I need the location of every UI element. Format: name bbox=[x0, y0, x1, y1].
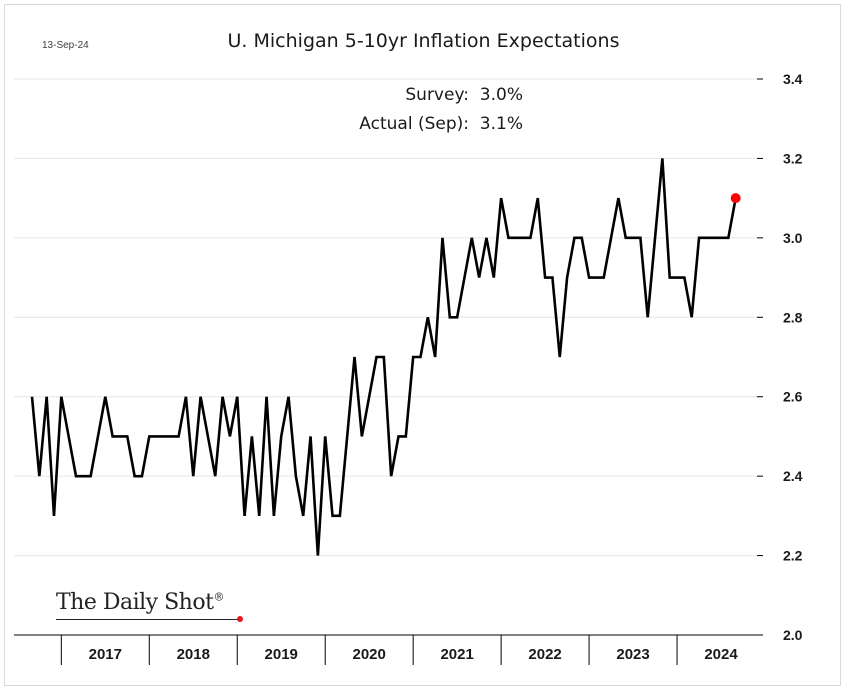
logo-underline bbox=[56, 619, 238, 620]
x-tick-label: 2021 bbox=[440, 646, 473, 663]
y-tick-label: 2.6 bbox=[783, 389, 803, 405]
x-tick-label: 2023 bbox=[616, 646, 649, 663]
survey-annotation: Survey: 3.0% bbox=[405, 85, 523, 105]
y-tick-label: 3.2 bbox=[783, 150, 803, 166]
y-tick-label: 2.2 bbox=[783, 548, 803, 564]
chart-title-text: U. Michigan 5-10yr Inflation Expectation… bbox=[227, 30, 620, 52]
y-tick-label: 2.4 bbox=[783, 468, 803, 484]
series-layer bbox=[30, 158, 741, 556]
x-tick-label: 2024 bbox=[704, 646, 738, 663]
chart-date: 13-Sep-24 bbox=[42, 40, 89, 51]
x-tick-label: 2018 bbox=[177, 646, 210, 663]
actual-annotation: Actual (Sep): 3.1% bbox=[359, 114, 523, 134]
y-tick-label: 3.0 bbox=[783, 230, 803, 246]
gridlines bbox=[14, 78, 760, 557]
logo-text: The Daily Shot bbox=[56, 590, 214, 615]
chart-title: U. Michigan 5-10yr Inflation Expectation… bbox=[0, 30, 849, 52]
y-axis: 2.0 2.2 2.4 2.6 2.8 3.0 3.2 3.4 bbox=[757, 71, 803, 643]
logo-dot bbox=[237, 616, 243, 622]
x-axis: 2017 2018 2019 2020 2021 2022 2023 2024 bbox=[14, 634, 760, 665]
x-tick-label: 2020 bbox=[352, 646, 385, 663]
x-tick-label: 2019 bbox=[265, 646, 298, 663]
x-tick-label: 2017 bbox=[89, 646, 122, 663]
x-tick-label: 2022 bbox=[528, 646, 561, 663]
series-line bbox=[30, 158, 737, 556]
y-tick-label: 2.8 bbox=[783, 309, 803, 325]
last-data-point bbox=[730, 193, 741, 204]
y-tick-label: 2.0 bbox=[783, 627, 803, 643]
logo-registered-mark: ® bbox=[213, 590, 224, 604]
y-tick-label: 3.4 bbox=[783, 71, 803, 87]
logo: The Daily Shot® bbox=[56, 590, 224, 615]
